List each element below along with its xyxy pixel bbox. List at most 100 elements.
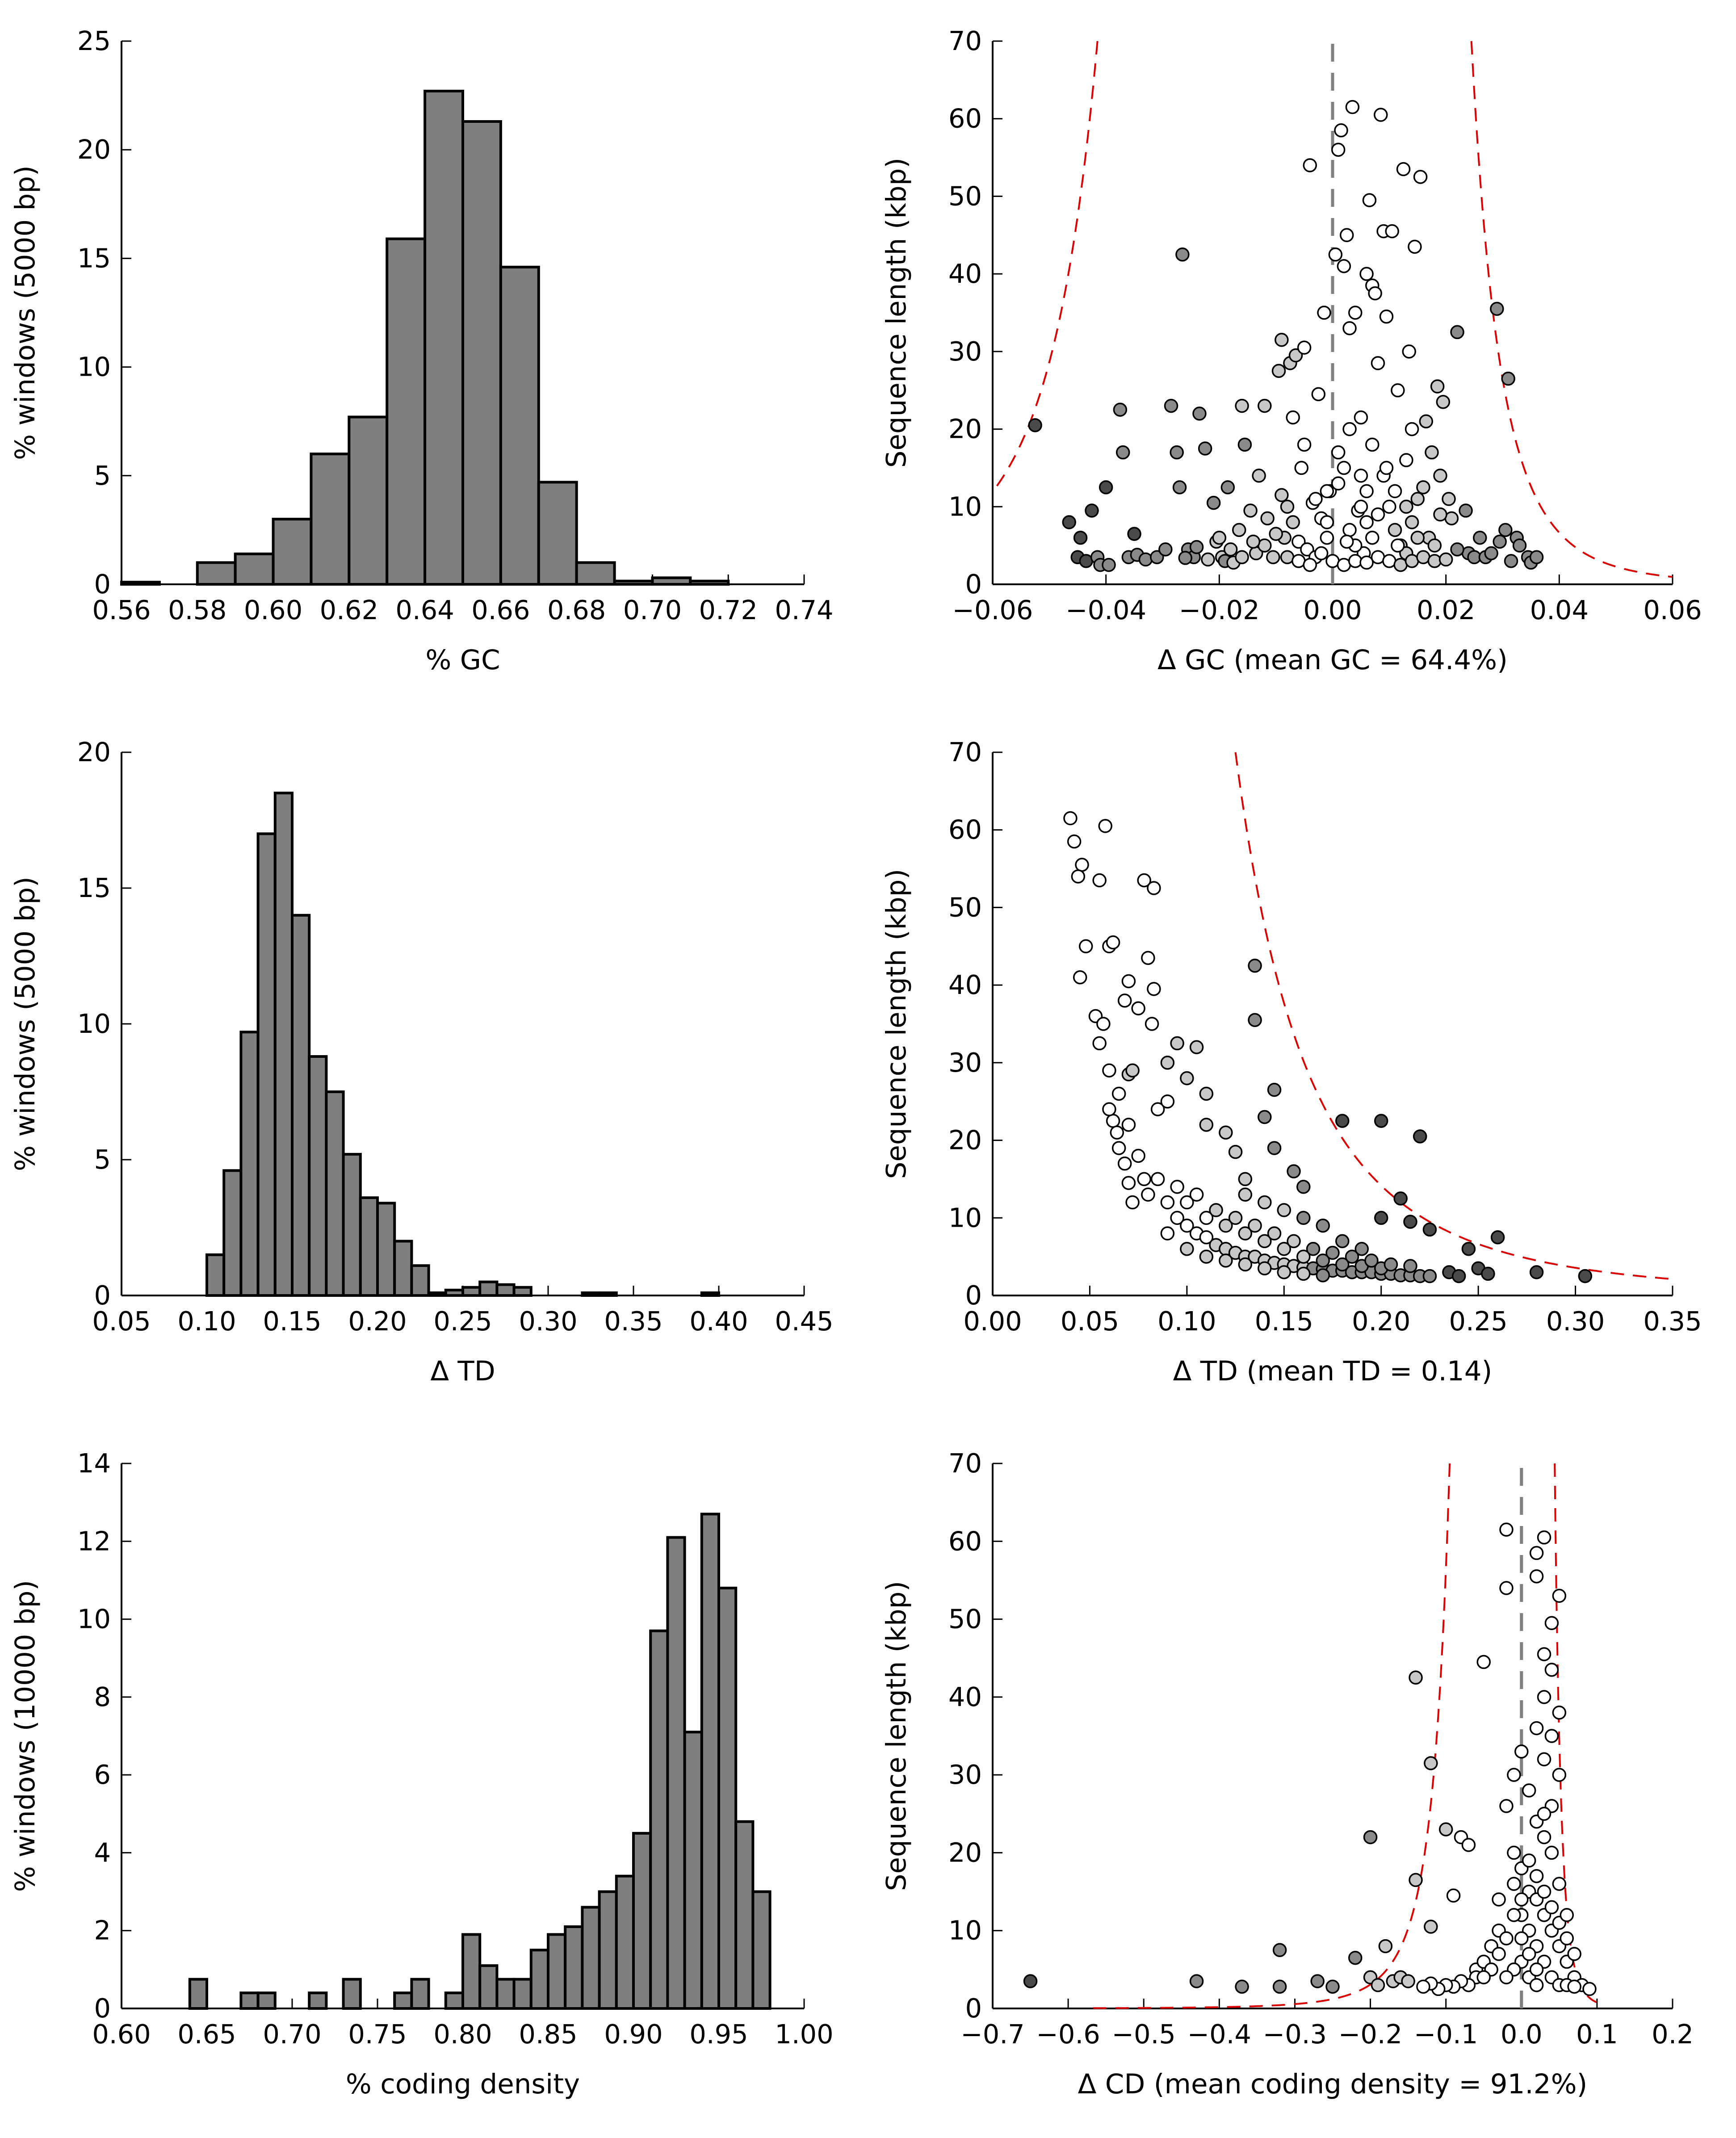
scatter-point <box>1544 1900 1559 1915</box>
histogram-bar <box>393 1240 413 1297</box>
scatter-point <box>1552 1877 1567 1891</box>
scatter-point <box>1582 1982 1597 1996</box>
y-tick-label: 70 <box>948 25 982 56</box>
scatter-point <box>1252 469 1266 483</box>
scatter-point <box>1399 453 1413 467</box>
x-tick-label: 0.10 <box>177 1306 236 1337</box>
scatter-point <box>1529 1265 1544 1279</box>
scatter-point <box>1537 1752 1551 1767</box>
scatter-point <box>1416 480 1430 495</box>
y-tick-label: 70 <box>948 737 982 767</box>
x-tick-label: 0.04 <box>1530 595 1589 625</box>
y-tick-label: 20 <box>77 134 111 165</box>
scatter-point <box>1267 1082 1282 1097</box>
histogram-bar <box>196 561 237 586</box>
scatter-point <box>1405 515 1419 529</box>
scatter-point <box>1258 398 1272 413</box>
y-tick-label: 8 <box>94 1681 111 1712</box>
scatter-point <box>1359 515 1374 529</box>
scatter-point <box>1238 1187 1253 1202</box>
scatter-point <box>1507 1877 1521 1891</box>
scatter-point <box>1115 445 1130 460</box>
histogram-bar <box>308 1055 328 1297</box>
y-tick-label: 70 <box>948 1448 982 1479</box>
scatter-point <box>1419 414 1434 428</box>
x-tick-label: 0.20 <box>1352 1306 1410 1337</box>
scatter-point <box>1459 503 1473 518</box>
scatter-point <box>1427 554 1442 568</box>
scatter-point <box>1102 1102 1116 1116</box>
scatter-point <box>1137 873 1151 888</box>
scatter-point <box>1063 811 1078 826</box>
scatter-point <box>1248 958 1262 973</box>
scatter-point <box>1172 480 1187 495</box>
y-tick-label: 40 <box>948 1681 982 1712</box>
scatter-point <box>1374 1211 1388 1225</box>
y-tick-label: 5 <box>94 1144 111 1175</box>
scatter-point <box>1408 239 1422 254</box>
y-tick-label: 12 <box>77 1526 111 1556</box>
histogram-bar <box>444 1991 464 2010</box>
scatter-point <box>1258 1110 1272 1124</box>
scatter-point <box>1073 970 1087 985</box>
scatter-point <box>1450 542 1464 557</box>
td-histogram-panel: 0.05 0.10 0.15 0.20 0.25 0.30 0.35 0.40 0.45 0 5 10… <box>9 737 834 1387</box>
scatter-point <box>1178 551 1192 565</box>
histogram-bar <box>651 576 692 586</box>
scatter-point <box>1180 1071 1194 1086</box>
x-tick-label: 0.2 <box>1652 2019 1694 2050</box>
y-tick-label: 15 <box>77 872 111 903</box>
scatter-point <box>1409 1670 1423 1685</box>
histogram-bar <box>461 120 502 586</box>
scatter-point <box>1422 1222 1437 1237</box>
scatter-point <box>1232 523 1246 537</box>
scatter-point <box>1476 1655 1491 1669</box>
scatter-point <box>1461 1838 1476 1852</box>
scatter-point <box>1529 1869 1544 1883</box>
scatter-point <box>1199 1249 1214 1264</box>
scatter-point <box>1212 531 1227 545</box>
scatter-point <box>1238 1257 1253 1272</box>
histogram-bar <box>632 1832 652 2010</box>
x-tick-label: 0.74 <box>775 595 833 625</box>
scatter-point <box>1294 461 1308 475</box>
scatter-point <box>1331 476 1346 490</box>
x-tick-label: 0.20 <box>348 1306 407 1337</box>
threshold-curve-right <box>1234 752 1673 1280</box>
scatter-point <box>1160 1195 1175 1210</box>
scatter-point <box>1393 1191 1408 1206</box>
scatter-point <box>1271 364 1286 378</box>
scatter-point <box>1364 1253 1379 1268</box>
scatter-point <box>1288 348 1303 363</box>
y-tick-label: 4 <box>94 1837 111 1868</box>
scatter-point <box>1499 1799 1514 1813</box>
scatter-point <box>1141 1187 1155 1202</box>
scatter-point <box>1359 555 1374 570</box>
scatter-point <box>1433 469 1447 483</box>
y-tick-label: 50 <box>948 1604 982 1635</box>
scatter-point <box>1102 558 1116 572</box>
scatter-point <box>1317 306 1331 320</box>
scatter-point <box>1342 321 1357 335</box>
histogram-bar <box>615 1874 635 2010</box>
histogram-bar <box>205 1253 226 1297</box>
histogram-bar <box>427 1291 447 1297</box>
x-axis-label: Δ TD <box>430 1355 495 1387</box>
scatter-point <box>1189 540 1204 554</box>
histogram-bar <box>325 1090 345 1297</box>
scatter-point <box>1382 499 1396 514</box>
x-axis-label: Δ TD (mean TD = 0.14) <box>1173 1355 1493 1387</box>
scatter-point <box>1258 1234 1272 1249</box>
scatter-point <box>1180 1242 1194 1256</box>
scatter-point <box>1493 534 1507 549</box>
x-tick-label: −0.02 <box>1179 595 1260 625</box>
scatter-point <box>1368 286 1382 301</box>
scatter-point <box>1121 1118 1136 1132</box>
scatter-point <box>1354 469 1368 483</box>
scatter-point <box>1391 383 1405 398</box>
scatter-point <box>1490 302 1504 316</box>
y-axis-label: % windows (5000 bp) <box>9 165 41 460</box>
scatter-point <box>1199 1118 1214 1132</box>
scatter-point <box>1180 1218 1194 1233</box>
